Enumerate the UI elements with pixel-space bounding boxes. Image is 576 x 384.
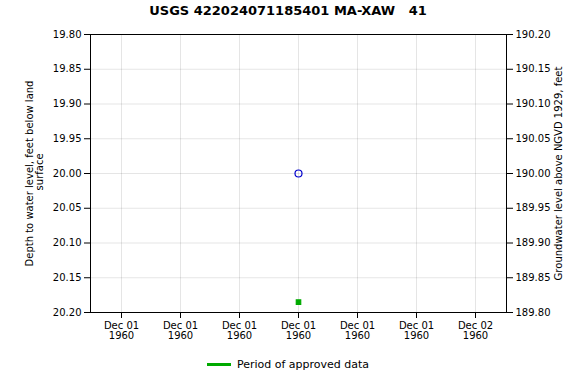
svg-text:190.15: 190.15 xyxy=(516,63,551,74)
svg-text:20.05: 20.05 xyxy=(53,202,82,213)
svg-text:19.90: 19.90 xyxy=(53,98,82,109)
svg-text:189.80: 189.80 xyxy=(516,307,551,318)
svg-text:Dec 021960: Dec 021960 xyxy=(458,320,493,341)
svg-text:189.95: 189.95 xyxy=(516,202,551,213)
svg-text:190.20: 190.20 xyxy=(516,29,551,40)
svg-text:190.10: 190.10 xyxy=(516,98,551,109)
svg-text:189.90: 189.90 xyxy=(516,237,551,248)
svg-text:Dec 011960: Dec 011960 xyxy=(340,320,375,341)
svg-text:190.00: 190.00 xyxy=(516,168,551,179)
svg-text:Groundwater level above NGVD 1: Groundwater level above NGVD 1929, feet xyxy=(553,67,564,281)
svg-text:20.15: 20.15 xyxy=(53,272,82,283)
svg-text:Dec 011960: Dec 011960 xyxy=(163,320,198,341)
svg-text:Dec 011960: Dec 011960 xyxy=(222,320,257,341)
svg-text:Dec 011960: Dec 011960 xyxy=(281,320,316,341)
html-text:USGS 422024071185401 MA-XAW 41: USGS 422024071185401 MA-XAW 41 xyxy=(149,3,427,18)
svg-text:20.20: 20.20 xyxy=(53,307,82,318)
svg-text:Depth to water level, feet bel: Depth to water level, feet below land su… xyxy=(24,81,45,267)
svg-text:19.95: 19.95 xyxy=(53,133,82,144)
svg-text:19.85: 19.85 xyxy=(53,63,82,74)
svg-text:20.10: 20.10 xyxy=(53,237,82,248)
svg-text:190.05: 190.05 xyxy=(516,133,551,144)
svg-text:19.80: 19.80 xyxy=(53,29,82,40)
svg-text:Dec 011960: Dec 011960 xyxy=(399,320,434,341)
html-text:Period of approved data: Period of approved data xyxy=(236,357,370,371)
svg-text:189.85: 189.85 xyxy=(516,272,551,283)
svg-text:Dec 011960: Dec 011960 xyxy=(104,320,139,341)
svg-text:20.00: 20.00 xyxy=(53,168,82,179)
